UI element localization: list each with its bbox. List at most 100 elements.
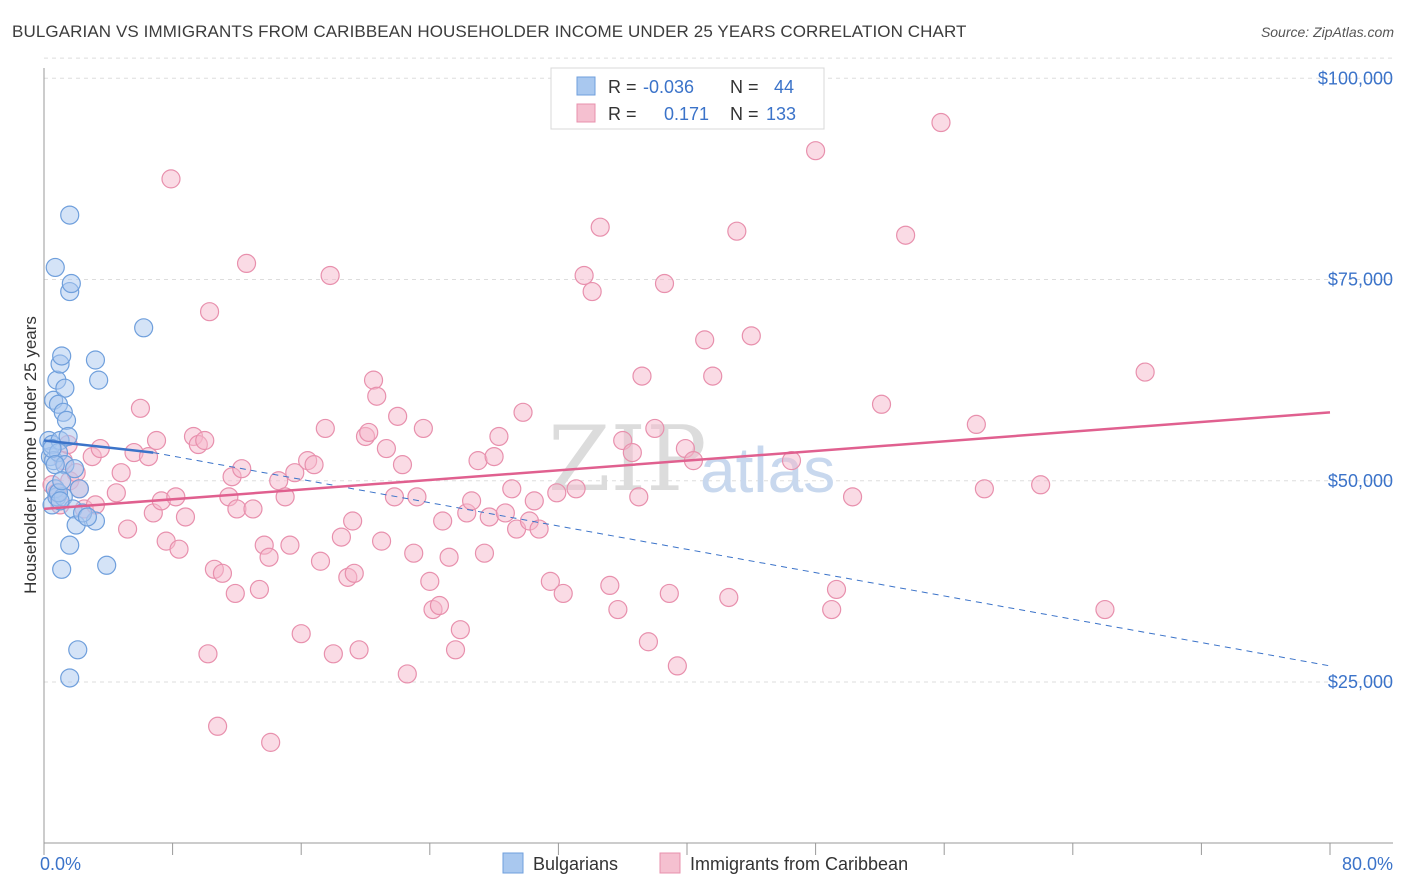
caribbean-point [261,732,281,752]
caribbean-point [439,547,459,567]
caribbean-point [291,624,311,644]
caribbean-point [349,640,369,660]
caribbean-point [225,583,245,604]
legend-swatch-blue [576,76,596,96]
series-legend-caribbean: Immigrants from Caribbean [690,854,908,874]
x-tick-label-max: 80.0% [1342,854,1393,874]
bulgarian-point [97,555,117,575]
bulgarian-point [58,426,78,447]
bulgarian-point [60,668,80,688]
bulgarian-point [134,318,154,338]
bulgarian-point [60,205,80,225]
caribbean-point [931,112,951,133]
watermark-atlas: atlas [700,434,835,506]
caribbean-point [529,519,549,539]
y-tick-labels: $25,000 $50,000 $75,000 $100,000 [1318,68,1393,692]
caribbean-point [371,531,392,551]
caribbean-point [404,543,424,563]
caribbean-point [445,640,466,660]
caribbean-point [117,519,138,539]
caribbean-point [474,543,495,563]
bulgarian-point [60,535,80,555]
caribbean-point [638,632,659,652]
caribbean-point [227,499,247,519]
bulgarian-point [77,507,98,527]
caribbean-point [323,644,343,664]
caribbean-point [343,511,363,531]
caribbean-point [632,366,652,386]
caribbean-point [822,599,842,620]
legend-r-value-1: -0.036 [643,77,694,97]
caribbean-point [600,575,620,596]
caribbean-point [479,507,499,527]
legend-r-label-2: R = [608,104,637,124]
legend-swatch-pink [576,103,596,123]
series-legend-swatch-bulgarians [502,852,524,874]
bulgarian-point [56,410,77,430]
caribbean-point [695,330,715,350]
caribbean-point [622,442,642,463]
series-legend: Bulgarians Immigrants from Caribbean [502,852,908,874]
caribbean-point [208,716,228,736]
caribbean-point [106,483,126,503]
bulgarian-point [69,479,89,499]
legend-n-label-1: N = [730,77,759,97]
caribbean-point [407,487,427,507]
caribbean-point [461,491,482,511]
caribbean-point [645,418,665,439]
bulgarian-point [52,471,72,491]
bulgarian-point [85,350,106,370]
legend-n-value-1: 44 [774,77,794,97]
bulgarian-point [68,640,88,660]
caribbean-point [826,579,847,600]
caribbean-point [1031,475,1051,495]
caribbean-point [566,479,586,499]
bulgarian-point [61,273,81,294]
caribbean-point [703,366,723,386]
caribbean-point [429,595,450,616]
caribbean-point [359,422,379,443]
caribbean-point [146,430,167,451]
x-tick-label-min: 0.0% [40,854,81,874]
legend-r-label-1: R = [608,77,637,97]
caribbean-point [553,583,573,604]
caribbean-point [111,463,131,483]
caribbean-point [871,394,892,414]
caribbean-point [285,463,305,483]
y-axis-title: Householder Income Under 25 years [21,316,40,594]
caribbean-point [659,583,679,604]
bulgarian-point [89,370,109,390]
caribbean-point [166,487,186,507]
caribbean-point [198,644,218,664]
caribbean-trend-line [43,411,1331,511]
bulgarians-trend-extension [153,452,1331,667]
caribbean-point [582,281,602,302]
caribbean-point [249,579,270,600]
caribbean-point [667,656,687,676]
legend-n-value-2: 133 [766,104,796,124]
caribbean-point [344,563,364,583]
bulgarian-point [45,455,65,475]
caribbean-point [199,302,220,322]
caribbean-point [1135,362,1155,382]
caribbean-point [243,499,263,519]
caribbean-point [654,273,675,294]
caribbean-point [169,539,189,559]
caribbean-point [320,265,340,286]
bulgarian-point [55,378,75,398]
caribbean-point [310,551,331,571]
series-legend-swatch-caribbean [659,852,681,874]
caribbean-point [524,491,544,511]
caribbean-point [719,587,739,608]
series-bulgarians-points [39,205,154,688]
caribbean-point [513,402,533,422]
bulgarians-trend-line [43,439,154,454]
caribbean-point [974,479,994,499]
caribbean-point [397,664,417,684]
caribbean-point [384,487,405,507]
bulgarian-point [45,257,65,278]
caribbean-point [450,620,470,640]
caribbean-point [468,451,488,471]
caribbean-point [608,599,628,620]
caribbean-point [280,535,300,555]
